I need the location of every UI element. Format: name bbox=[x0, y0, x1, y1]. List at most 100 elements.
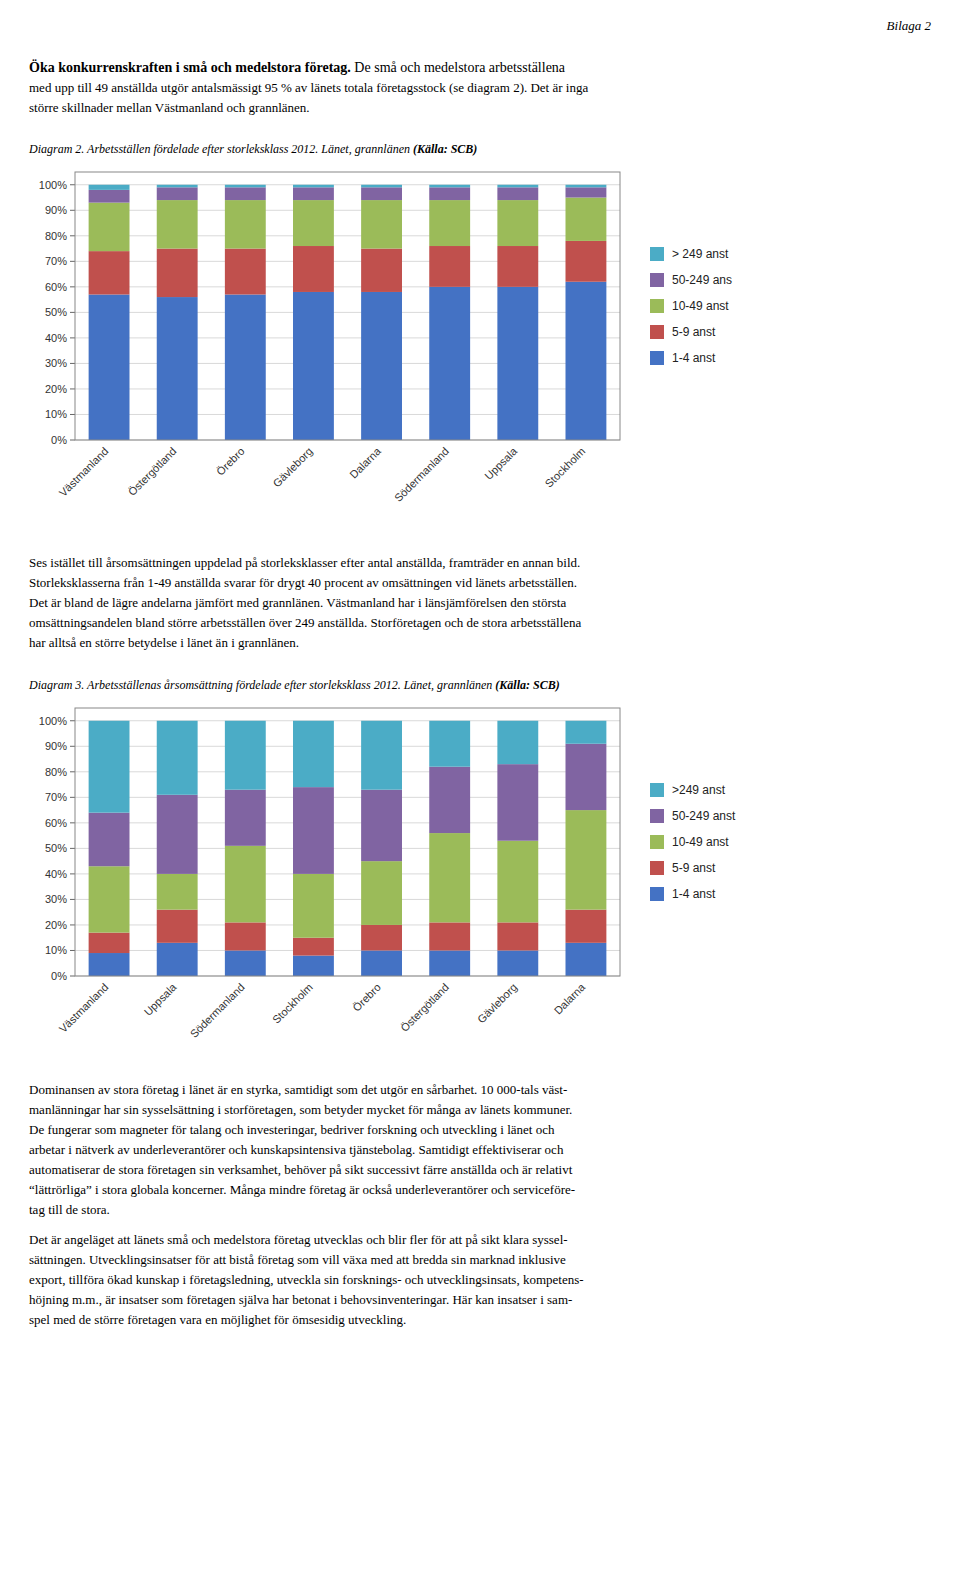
bar-segment bbox=[497, 950, 538, 976]
bar-segment bbox=[429, 200, 470, 246]
bar-segment bbox=[89, 813, 130, 867]
legend: > 249 anst50-249 ans10-49 anst5-9 anst1-… bbox=[650, 247, 732, 365]
y-tick-label: 50% bbox=[45, 842, 67, 854]
bar-segment bbox=[293, 721, 334, 787]
bar-segment bbox=[225, 721, 266, 790]
y-tick bbox=[70, 746, 75, 747]
bar-segment bbox=[361, 861, 402, 925]
x-tick-label: Dalarna bbox=[552, 980, 588, 1016]
y-tick-label: 10% bbox=[45, 944, 67, 956]
legend-swatch bbox=[650, 887, 664, 901]
y-tick bbox=[70, 720, 75, 721]
x-tick-label: Uppsala bbox=[142, 980, 180, 1018]
y-tick-label: 20% bbox=[45, 919, 67, 931]
bars bbox=[89, 721, 607, 976]
legend-label: 5-9 anst bbox=[672, 325, 716, 339]
bar-segment bbox=[429, 287, 470, 440]
bar-segment bbox=[429, 721, 470, 767]
chart-subtitle: (Källa: SCB) bbox=[413, 142, 477, 156]
bar-segment bbox=[566, 721, 607, 744]
heading-bold: Öka konkurrenskraften i små och medelsto… bbox=[29, 59, 351, 75]
y-tick-label: 90% bbox=[45, 740, 67, 752]
bar-segment bbox=[89, 295, 130, 440]
y-tick bbox=[70, 235, 75, 236]
bar-segment bbox=[293, 185, 334, 188]
y-tick-label: 100% bbox=[39, 179, 67, 191]
bar-segment bbox=[497, 922, 538, 950]
paragraph-line: arbetar i nätverk av underleverantörer o… bbox=[29, 1142, 564, 1157]
legend-swatch bbox=[650, 325, 664, 339]
y-tick bbox=[70, 414, 75, 415]
y-tick bbox=[70, 976, 75, 977]
bar-segment bbox=[225, 295, 266, 440]
legend-label: 5-9 anst bbox=[672, 861, 716, 875]
bar-segment bbox=[225, 187, 266, 200]
y-tick bbox=[70, 261, 75, 262]
bar-segment bbox=[429, 767, 470, 833]
paragraph-line: automatiserar de stora företagen sin ver… bbox=[29, 1162, 573, 1177]
bar-segment bbox=[225, 200, 266, 248]
y-tick-label: 50% bbox=[45, 306, 67, 318]
legend-label: 50-249 anst bbox=[672, 809, 736, 823]
x-tick-label: Västmanland bbox=[57, 445, 111, 499]
heading: Öka konkurrenskraften i små och medelsto… bbox=[29, 59, 566, 75]
bar-segment bbox=[157, 943, 198, 976]
bar-segment bbox=[429, 922, 470, 950]
x-tick-label: Södermanland bbox=[392, 445, 451, 504]
y-tick-label: 60% bbox=[45, 281, 67, 293]
bar-segment bbox=[497, 764, 538, 841]
bars bbox=[89, 185, 607, 440]
paragraph-line: sättningen. Utvecklingsinsatser för att … bbox=[29, 1252, 566, 1267]
chart-caption: Diagram 2. Arbetsställen fördelade efter… bbox=[28, 142, 477, 156]
bar-segment bbox=[89, 953, 130, 976]
y-tick-label: 20% bbox=[45, 383, 67, 395]
bar-segment bbox=[566, 943, 607, 976]
y-tick bbox=[70, 440, 75, 441]
heading-rest: De små och medelstora arbetsställena bbox=[351, 60, 566, 75]
paragraph-line: tag till de stora. bbox=[29, 1202, 110, 1217]
bar-segment bbox=[566, 241, 607, 282]
bar-segment bbox=[566, 810, 607, 910]
bar-segment bbox=[89, 933, 130, 953]
x-tick-label: Gävleborg bbox=[475, 981, 519, 1025]
chart: Diagram 2. Arbetsställen fördelade efter… bbox=[28, 142, 732, 504]
y-tick bbox=[70, 924, 75, 925]
y-tick-label: 40% bbox=[45, 332, 67, 344]
y-tick bbox=[70, 388, 75, 389]
bar-segment bbox=[89, 185, 130, 190]
y-tick-label: 60% bbox=[45, 817, 67, 829]
legend-swatch bbox=[650, 861, 664, 875]
chart-title: Diagram 2. Arbetsställen fördelade efter… bbox=[28, 142, 413, 156]
legend-label: 10-49 anst bbox=[672, 835, 729, 849]
y-tick-label: 70% bbox=[45, 255, 67, 267]
bar-segment bbox=[429, 246, 470, 287]
y-tick-label: 10% bbox=[45, 408, 67, 420]
bar-segment bbox=[361, 925, 402, 951]
bar-segment bbox=[429, 185, 470, 188]
legend-label: 1-4 anst bbox=[672, 887, 716, 901]
bar-segment bbox=[293, 874, 334, 938]
bar-segment bbox=[89, 203, 130, 251]
bar-segment bbox=[157, 187, 198, 200]
paragraph-line: Dominansen av stora företag i länet är e… bbox=[29, 1082, 567, 1097]
paragraph-line: med upp till 49 anställda utgör antalsmä… bbox=[29, 80, 588, 95]
x-tick-label: Stockholm bbox=[543, 445, 588, 490]
bar-segment bbox=[361, 185, 402, 188]
x-tick-label: Östergötland bbox=[126, 445, 179, 498]
bar-segment bbox=[293, 187, 334, 200]
x-tick-label: Uppsala bbox=[482, 444, 520, 482]
legend-label: > 249 anst bbox=[672, 247, 729, 261]
bar-segment bbox=[566, 187, 607, 197]
y-tick-label: 0% bbox=[51, 434, 67, 446]
bar-segment bbox=[566, 744, 607, 810]
bar-segment bbox=[89, 866, 130, 932]
bar-segment bbox=[361, 790, 402, 861]
paragraph-line: Det är bland de lägre andelarna jämfört … bbox=[29, 595, 566, 610]
bar-segment bbox=[497, 200, 538, 246]
bar-segment bbox=[225, 950, 266, 976]
paragraph-line: “lättrörliga” i stora globala koncerner.… bbox=[29, 1182, 575, 1197]
legend: >249 anst50-249 anst10-49 anst5-9 anst1-… bbox=[650, 783, 736, 901]
y-tick bbox=[70, 771, 75, 772]
y-tick bbox=[70, 848, 75, 849]
y-tick-label: 30% bbox=[45, 357, 67, 369]
